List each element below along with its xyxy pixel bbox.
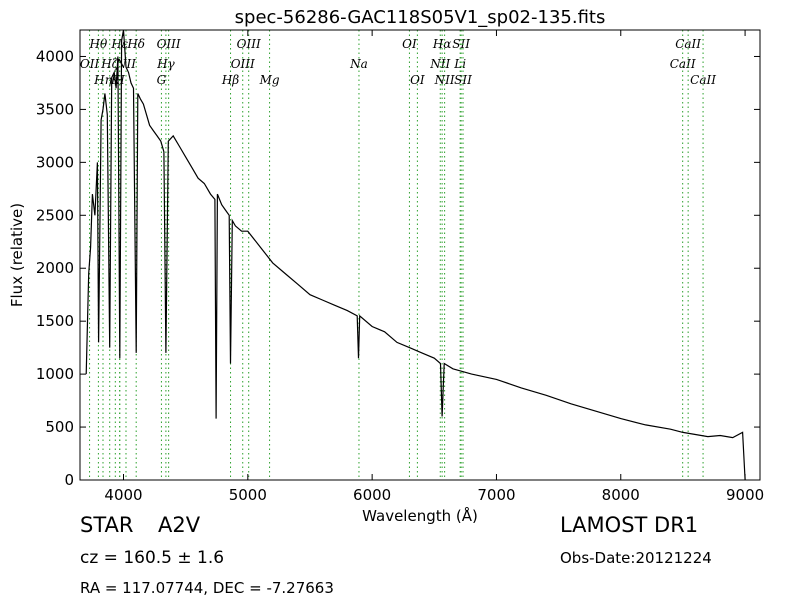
y-axis-label: Flux (relative) (8, 203, 26, 307)
spectral-line-label: OI (410, 73, 425, 87)
spectral-line-label: OIII (157, 37, 181, 51)
chart-title: spec-56286-GAC118S05V1_sp02-135.fits (235, 7, 606, 28)
spectral-line-label: Na (349, 57, 368, 71)
y-tick-label: 1500 (36, 312, 74, 330)
spectrum-layer (85, 29, 746, 481)
redshift-value: cz = 160.5 ± 1.6 (80, 548, 225, 568)
y-tick-label: 0 (64, 471, 74, 489)
spectral-line-label: Hα (432, 37, 452, 51)
spectral-line-label: NII (434, 73, 455, 87)
spectral-line-label: OII (80, 57, 100, 71)
y-tick-label: 2000 (36, 259, 74, 277)
spectral-line-label: Hθ (89, 37, 108, 51)
object-subclass: A2V (158, 513, 201, 537)
y-tick-label: 4000 (36, 47, 74, 65)
spectral-line-label: SII (452, 37, 470, 51)
survey-name: LAMOST DR1 (560, 513, 699, 537)
spectral-line-label: OIII (231, 57, 255, 71)
spectral-line-label: Mg (259, 73, 280, 87)
spectral-line-label: CaII (690, 73, 716, 87)
spectral-line-label: NII (429, 57, 450, 71)
y-tick-label: 3000 (36, 153, 74, 171)
spectral-line-label: CaII (675, 37, 701, 51)
spectral-line-label: Hδ (126, 37, 145, 51)
spectral-line-label: Hη (93, 73, 112, 87)
x-tick-label: 7000 (477, 486, 515, 504)
x-tick-label: 6000 (353, 486, 391, 504)
spectrum-line (85, 29, 746, 481)
plot-frame (79, 29, 761, 481)
spectral-lines-layer: OIIHθHηHζHεKNIIHHδHγGOIIIHβOIIIOIIIMgNaO… (80, 30, 716, 480)
axes-layer: 4000 5000 6000 7000 8000 9000 0 500 1000 1500 2000… (36, 30, 764, 504)
y-tick-label: 2500 (36, 206, 74, 224)
spectral-line-label: OIII (237, 37, 261, 51)
x-tick-label: 8000 (602, 486, 640, 504)
spectral-line-label: G (157, 73, 167, 87)
x-axis-label: Wavelength (Å) (362, 506, 478, 525)
y-tick-label: 1000 (36, 365, 74, 383)
y-tick-label: 3500 (36, 100, 74, 118)
x-tick-label: 9000 (726, 486, 764, 504)
spectral-line-label: CaII (670, 57, 696, 71)
spectral-line-label: SII (454, 73, 472, 87)
observation-date: Obs-Date:20121224 (560, 549, 712, 567)
spectral-line-label: Hβ (221, 73, 239, 87)
spectral-line-label: Hγ (156, 57, 175, 71)
spectral-line-label: OI (402, 37, 417, 51)
y-tick-label: 500 (45, 418, 74, 436)
spectral-line-label: Li (453, 57, 466, 71)
sky-coordinates: RA = 117.07744, DEC = -7.27663 (80, 579, 334, 597)
x-tick-label: 5000 (229, 486, 267, 504)
object-class: STAR (80, 513, 134, 537)
x-tick-label: 4000 (104, 486, 142, 504)
